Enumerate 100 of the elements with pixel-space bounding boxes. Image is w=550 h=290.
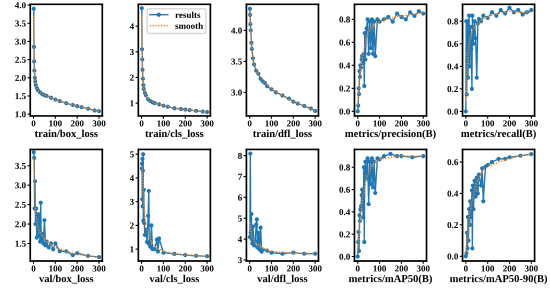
y-tick-label: 3.0	[15, 38, 26, 45]
y-tick-label: 1.5	[16, 93, 26, 100]
x-axis-title: metrics/precision(B)	[345, 130, 436, 140]
x-tick-label: 200	[178, 265, 192, 272]
x-tick-label: 300	[308, 120, 322, 126]
x-tick-label: 300	[200, 120, 214, 126]
x-tick-label: 200	[178, 120, 192, 126]
y-tick-label: 1.0	[16, 111, 26, 118]
x-tick-label: 100	[374, 120, 386, 126]
x-tick-label: 200	[286, 120, 300, 126]
x-tick-label: 0	[32, 120, 36, 126]
y-tick-label: 0.0	[339, 108, 350, 115]
y-tick-label: 0.6	[447, 40, 458, 48]
x-tick-label: 200	[286, 265, 300, 272]
x-tick-label: 300	[200, 265, 214, 272]
y-tick-label: 2	[130, 222, 134, 229]
x-tick-label: 200	[503, 120, 516, 126]
y-tick-label: 3.0	[231, 90, 242, 96]
y-tick-label: 0.4	[447, 63, 458, 70]
y-tick-label: 4	[130, 23, 134, 30]
x-tick-label: 300	[416, 265, 430, 272]
y-tick-label: 0.6	[339, 186, 350, 193]
x-axis-title: train/dfl_loss	[252, 130, 312, 138]
x-axis-title: val/dfl_loss	[257, 274, 308, 284]
x-tick-label: 0	[464, 120, 468, 126]
y-tick-label: 0.0	[339, 254, 350, 260]
x-tick-label: 300	[524, 265, 538, 272]
y-tick-label: 0.6	[447, 159, 458, 166]
x-tick-label: 200	[70, 265, 84, 272]
y-tick-label: 4	[130, 175, 134, 182]
x-tick-label: 0	[140, 120, 144, 126]
y-tick-label: 2.5	[15, 56, 26, 63]
x-tick-label: 100	[482, 265, 494, 272]
x-tick-label: 100	[265, 265, 278, 272]
y-tick-label: 0.4	[339, 209, 350, 216]
x-tick-label: 0	[356, 265, 360, 272]
y-tick-label: 2.0	[15, 74, 26, 82]
x-tick-label: 100	[482, 120, 494, 126]
x-tick-label: 100	[157, 265, 170, 272]
y-tick-label: 2.5	[15, 202, 26, 208]
y-tick-label: 5	[238, 215, 242, 222]
y-tick-label: 3.0	[15, 182, 26, 188]
y-tick-label: 2	[130, 74, 134, 81]
x-axis-title: metrics/mAP50(B)	[348, 274, 432, 284]
x-tick-label: 0	[248, 120, 252, 126]
x-axis-title: train/box_loss	[34, 130, 98, 138]
y-tick-label: 7	[238, 174, 242, 180]
y-tick-label: 4.0	[14, 2, 26, 8]
x-tick-label: 300	[92, 120, 106, 126]
y-tick-label: 3	[130, 198, 134, 205]
x-axis-title: metrics/mAP50-90(B)	[450, 274, 548, 284]
x-tick-label: 100	[265, 120, 278, 126]
y-tick-label: 0.8	[339, 164, 350, 171]
x-axis-title: val/cls_loss	[149, 274, 200, 284]
y-tick-label: 4	[238, 236, 242, 242]
x-tick-label: 0	[32, 265, 36, 272]
y-tick-label: 0.0	[447, 108, 458, 115]
x-axis-title: metrics/recall(B)	[461, 130, 536, 140]
y-tick-label: 5	[130, 151, 134, 158]
y-tick-label: 2.0	[15, 221, 26, 228]
y-tick-label: 0.2	[447, 222, 458, 228]
y-tick-label: 0.4	[447, 190, 458, 197]
y-tick-label: 0.8	[339, 16, 350, 23]
x-tick-label: 100	[374, 265, 386, 272]
y-tick-label: 6	[238, 194, 242, 201]
x-tick-label: 200	[395, 120, 408, 126]
y-tick-label: 8	[238, 152, 242, 159]
x-tick-label: 300	[524, 120, 538, 126]
y-tick-label: 3.5	[15, 162, 26, 170]
x-tick-label: 300	[416, 120, 430, 126]
x-tick-label: 200	[503, 265, 516, 272]
legend-label: smooth	[175, 22, 204, 29]
x-tick-label: 100	[49, 265, 62, 272]
y-tick-label: 3	[130, 48, 134, 56]
y-tick-label: 0.2	[447, 86, 458, 92]
x-axis-title: train/cls_loss	[145, 130, 204, 138]
y-tick-label: 4.0	[231, 28, 242, 34]
y-tick-label: 1	[130, 246, 134, 252]
y-tick-label: 3	[238, 257, 242, 264]
x-tick-label: 300	[308, 265, 322, 272]
y-tick-label: 0.0	[447, 253, 458, 260]
y-tick-label: 0.2	[339, 85, 350, 92]
x-tick-label: 100	[157, 120, 170, 126]
x-axis-title: val/box_loss	[39, 274, 94, 284]
y-tick-label: 0.8	[447, 18, 458, 25]
x-tick-label: 0	[140, 265, 144, 272]
y-tick-label: 0.2	[339, 231, 350, 238]
y-tick-label: 1	[130, 100, 134, 106]
x-tick-label: 0	[248, 265, 252, 272]
y-tick-label: 0.6	[339, 39, 350, 46]
x-tick-label: 300	[92, 265, 106, 272]
y-tick-label: 3.5	[15, 20, 26, 27]
y-tick-label: 1.5	[16, 240, 26, 247]
x-tick-label: 0	[464, 265, 468, 272]
y-tick-label: 3.5	[231, 58, 242, 65]
x-tick-label: 200	[70, 120, 84, 126]
y-tick-label: 0.4	[339, 62, 350, 69]
x-tick-label: 200	[395, 265, 408, 272]
x-tick-label: 0	[356, 120, 360, 126]
legend-label: results	[175, 12, 200, 18]
